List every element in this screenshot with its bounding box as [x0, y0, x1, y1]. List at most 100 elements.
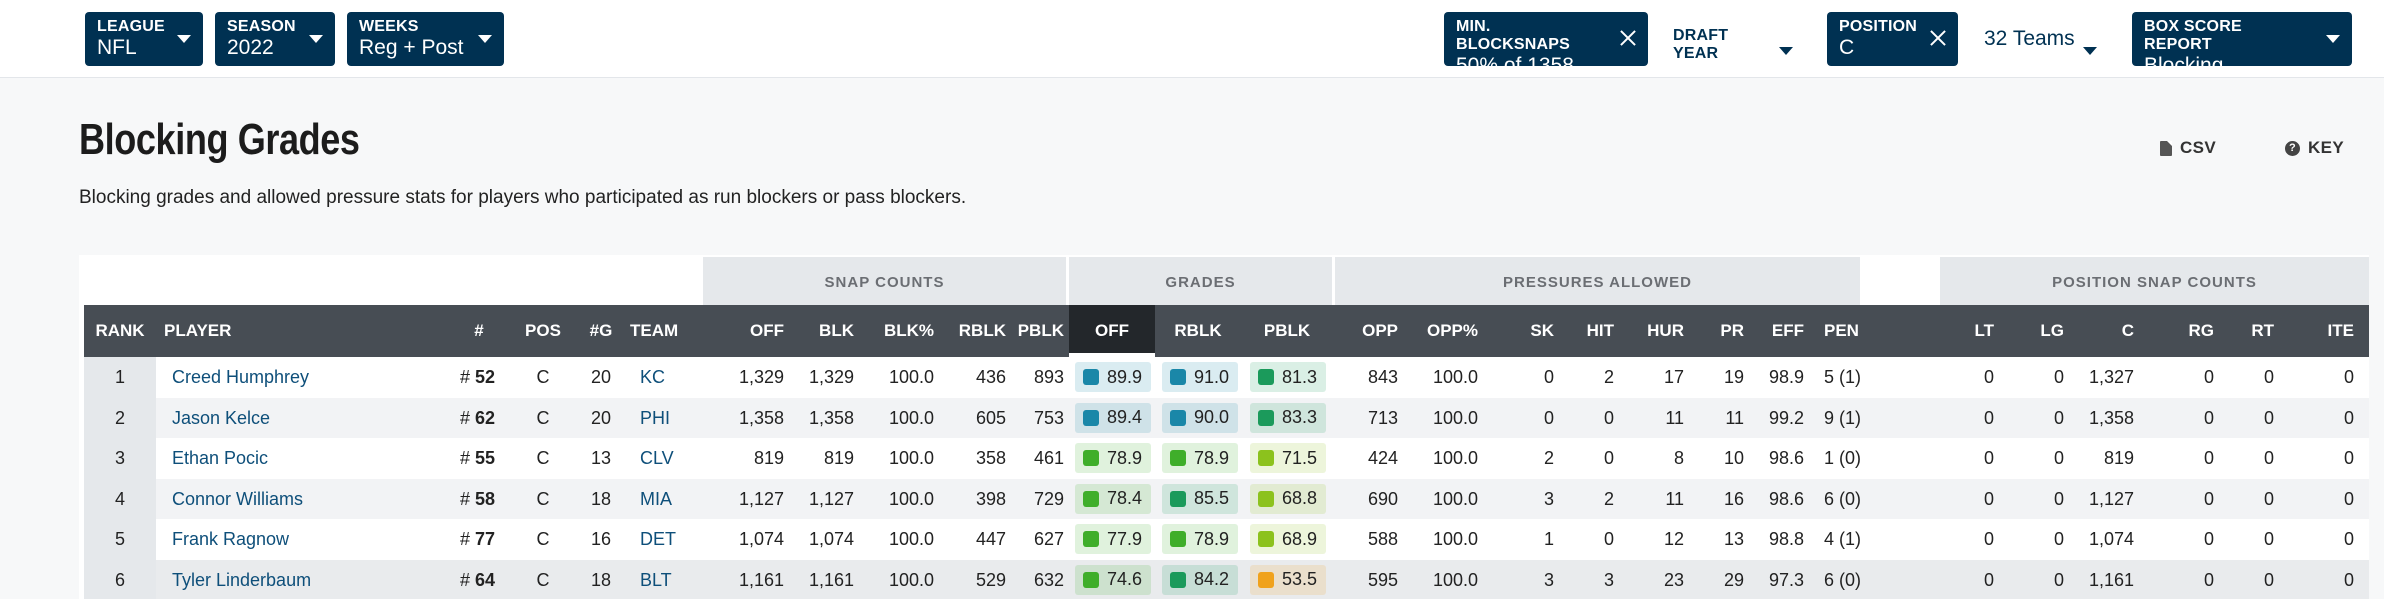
- hit-cell: 3: [1603, 569, 1614, 590]
- col-opp[interactable]: OPP: [1362, 321, 1398, 340]
- pblk-cell: 632: [1033, 569, 1064, 590]
- rank-cell: 2: [114, 407, 125, 428]
- draft-year-filter[interactable]: DRAFT YEAR: [1673, 12, 1805, 66]
- col-games[interactable]: #G: [589, 321, 613, 340]
- rank-cell-bg: [84, 397, 156, 439]
- col-blk-pct[interactable]: BLK%: [883, 321, 934, 340]
- opp-pct-cell: 100.0: [1432, 407, 1478, 428]
- sk-cell: 0: [1543, 407, 1554, 428]
- player-name-link[interactable]: Jason Kelce: [172, 407, 271, 428]
- hur-cell: 17: [1663, 367, 1684, 387]
- grade-off-cell: 78.4: [1075, 483, 1151, 514]
- col-pblk[interactable]: PBLK: [1017, 321, 1064, 340]
- col-ite[interactable]: ITE: [2327, 321, 2354, 340]
- chevron-down-icon: [478, 35, 492, 43]
- grade-off-cell: 74.6: [1075, 564, 1151, 595]
- grade-tier-swatch: [1258, 369, 1274, 385]
- rank-cell-bg: [84, 478, 156, 520]
- team-link[interactable]: MIA: [640, 488, 673, 509]
- col-grade-off[interactable]: OFF: [1069, 305, 1155, 357]
- pen-cell: 1 (0): [1824, 448, 1862, 469]
- team-link[interactable]: DET: [640, 529, 676, 550]
- close-icon[interactable]: [1618, 28, 1638, 48]
- blk-cell: 819: [823, 448, 854, 469]
- table-row[interactable]: 3 Ethan Pocic 13 C CLV 819 819 100.0 358 461 424 10…: [84, 438, 2369, 479]
- col-grade-pblk[interactable]: PBLK: [1263, 321, 1311, 340]
- col-player[interactable]: PLAYER: [164, 321, 232, 340]
- col-eff[interactable]: EFF: [1771, 321, 1804, 340]
- team-link[interactable]: CLV: [640, 448, 674, 469]
- rg-cell: 0: [2203, 488, 2214, 509]
- hur-cell: 11: [1665, 407, 1684, 428]
- close-icon[interactable]: [1928, 28, 1948, 48]
- rank-cell-bg: [84, 438, 156, 479]
- grade-value: 89.9: [1107, 366, 1143, 387]
- pblk-cell: 893: [1033, 367, 1064, 387]
- off-cell: 1,074: [738, 529, 784, 550]
- team-link[interactable]: PHI: [640, 407, 671, 428]
- table-row[interactable]: 1 Creed Humphrey 20 C KC 1,329 1,329 100.0 436 89…: [84, 357, 2369, 398]
- col-off[interactable]: OFF: [750, 321, 784, 340]
- jersey-prefix: #: [460, 448, 476, 469]
- col-pen[interactable]: PEN: [1824, 321, 1859, 340]
- rt-cell: 0: [2263, 367, 2274, 387]
- col-rg[interactable]: RG: [2188, 321, 2215, 340]
- team-link[interactable]: BLT: [640, 569, 672, 590]
- col-hit[interactable]: HIT: [1586, 321, 1614, 340]
- jersey-prefix: #: [460, 569, 476, 590]
- rank-cell-bg: [84, 519, 156, 560]
- col-opp-pct[interactable]: OPP%: [1426, 321, 1478, 340]
- jersey-number: 52: [475, 367, 496, 387]
- pos-cell: C: [536, 488, 550, 509]
- off-cell: 1,358: [738, 407, 784, 428]
- player-name-link[interactable]: Tyler Linderbaum: [172, 569, 312, 590]
- weeks-filter[interactable]: WEEKS Reg + Post: [347, 12, 504, 66]
- pblk-cell: 729: [1033, 488, 1064, 509]
- col-number[interactable]: #: [474, 321, 484, 340]
- col-lt[interactable]: LT: [1974, 321, 1994, 340]
- table-row[interactable]: 2 Jason Kelce 20 C PHI 1,358 1,358 100.0 605 753 7…: [84, 397, 2369, 439]
- col-pr[interactable]: PR: [1720, 321, 1744, 340]
- player-name-link[interactable]: Creed Humphrey: [172, 367, 310, 387]
- grade-tier-swatch: [1083, 571, 1099, 588]
- position-filter[interactable]: POSITION C: [1827, 12, 1958, 66]
- min-blocksnaps-filter[interactable]: MIN. BLOCKSNAPS 50% of 1358: [1444, 12, 1648, 77]
- lt-cell: 0: [1983, 448, 1994, 469]
- opp-cell: 713: [1367, 407, 1398, 428]
- rt-cell: 0: [2263, 529, 2274, 550]
- season-filter[interactable]: SEASON 2022: [215, 12, 335, 66]
- col-hur[interactable]: HUR: [1647, 321, 1684, 340]
- csv-button[interactable]: CSV: [2160, 138, 2216, 158]
- rt-cell: 0: [2263, 488, 2274, 509]
- key-button[interactable]: ? KEY: [2285, 138, 2344, 158]
- teams-filter[interactable]: 32 Teams: [1984, 12, 2109, 66]
- lg-cell: 0: [2053, 367, 2064, 387]
- team-link[interactable]: KC: [640, 367, 666, 387]
- col-sk[interactable]: SK: [1530, 321, 1554, 340]
- pen-cell: 6 (0): [1824, 569, 1862, 590]
- box-score-report-filter[interactable]: BOX SCORE REPORT Blocking: [2132, 12, 2352, 77]
- col-lg[interactable]: LG: [2040, 321, 2064, 340]
- player-name-link[interactable]: Connor Williams: [172, 488, 304, 509]
- col-rblk[interactable]: RBLK: [958, 321, 1006, 340]
- grade-value: 90.0: [1194, 407, 1230, 428]
- col-team[interactable]: TEAM: [630, 321, 679, 340]
- grade-tier-swatch: [1258, 490, 1274, 507]
- player-name-link[interactable]: Ethan Pocic: [172, 448, 269, 469]
- player-name-link[interactable]: Frank Ragnow: [172, 529, 290, 550]
- col-blk[interactable]: BLK: [819, 321, 854, 340]
- col-c[interactable]: C: [2121, 321, 2134, 340]
- col-pos[interactable]: POS: [525, 321, 561, 340]
- col-grade-rblk[interactable]: RBLK: [1174, 321, 1222, 340]
- grade-tier-swatch: [1083, 490, 1099, 507]
- col-rank[interactable]: RANK: [95, 321, 145, 340]
- table-row[interactable]: 5 Frank Ragnow 16 C DET 1,074 1,074 100.0 447 627…: [84, 519, 2369, 560]
- league-filter[interactable]: LEAGUE NFL: [85, 12, 203, 66]
- table-row[interactable]: 4 Connor Williams 18 C MIA 1,127 1,127 100.0 398…: [84, 478, 2369, 520]
- table-row[interactable]: 6 Tyler Linderbaum 18 C BLT 1,161 1,161 100.0 52…: [84, 559, 2369, 599]
- lt-cell: 0: [1983, 407, 1994, 428]
- blocking-grades-table: SNAP COUNTS GRADES PRESSURES ALLOWED POS…: [79, 255, 2369, 599]
- c-cell: 819: [2103, 448, 2134, 469]
- pr-cell: 16: [1723, 488, 1744, 509]
- col-rt[interactable]: RT: [2251, 321, 2274, 340]
